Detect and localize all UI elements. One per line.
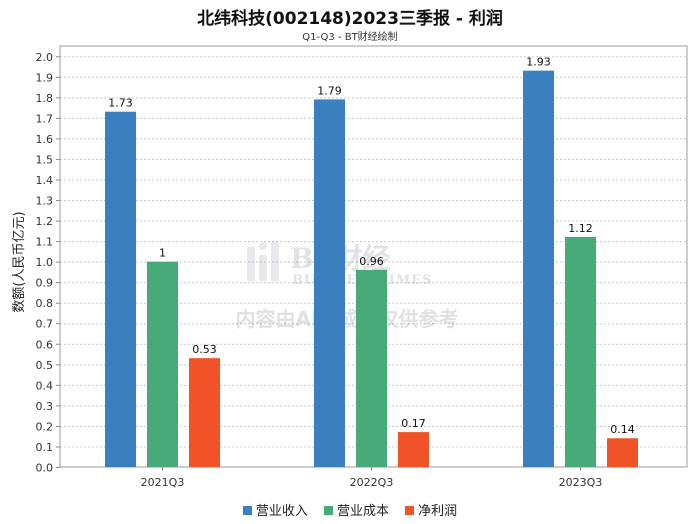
y-tick-label: 0.5 [36,359,54,372]
x-tick-label: 2022Q3 [350,476,394,489]
watermark-notice: 内容由AI生成，仅供参考 [236,307,459,331]
bar[interactable] [523,70,554,467]
legend-swatch-net-profit [405,506,415,515]
data-label: 1.79 [317,84,342,97]
axes: 0.0 0.1 0.2 0.3 0.4 0.5 0.6 0.7 0.8 0.9 1.0 1.1 1.2 1… [36,51,603,489]
legend-swatch-revenue [242,506,252,515]
bar[interactable] [398,432,429,467]
data-label: 1.12 [568,222,593,235]
y-tick-label: 1.4 [36,174,54,187]
y-tick-label: 1.2 [36,215,54,228]
y-tick-label: 0.6 [36,338,54,351]
data-label: 0.53 [192,343,217,356]
data-label: 0.17 [401,417,426,430]
bar[interactable] [189,358,220,467]
x-tick-label: 2021Q3 [141,476,185,489]
bar[interactable] [607,438,638,467]
x-tick-label: 2023Q3 [559,476,603,489]
y-tick-label: 1.8 [36,92,54,105]
y-tick-label: 1.0 [36,256,54,269]
legend-label-revenue: 营业收入 [255,504,308,519]
bt-logo-icon [247,241,279,281]
y-tick-label: 0.2 [36,420,54,433]
chart-subtitle: Q1-Q3 - BT财经绘制 [302,32,398,43]
legend-item-net-profit[interactable]: 净利润 [405,500,457,519]
y-tick-label: 1.3 [36,195,54,208]
y-axis-title: 数额(人民币亿元) [12,211,27,312]
data-label: 1.93 [526,56,551,69]
legend-label-net-profit: 净利润 [418,504,458,519]
y-tick-label: 0.1 [36,441,54,454]
data-label: 0.96 [359,255,384,268]
y-tick-label: 0.8 [36,297,54,310]
legend-label-cost: 营业成本 [336,504,389,519]
legend-item-revenue[interactable]: 营业收入 [242,500,308,519]
y-tick-label: 0.9 [36,277,54,290]
y-tick-label: 0.7 [36,318,54,331]
data-label: 1 [159,247,166,260]
y-tick-label: 0.3 [36,400,54,413]
legend-item-cost[interactable]: 营业成本 [323,500,389,519]
y-tick-label: 1.9 [36,71,54,84]
chart-title: 北纬科技(002148)2023三季报 - 利润 [197,9,503,29]
bars [105,70,638,468]
y-tick-label: 1.5 [36,153,54,166]
legend-swatch-cost [323,506,333,515]
bar[interactable] [565,236,596,467]
legend: 营业收入 营业成本 净利润 [0,500,700,519]
y-tick-label: 0.0 [36,462,54,475]
bar[interactable] [356,269,387,467]
y-tick-label: 1.1 [36,236,54,249]
data-label: 1.73 [108,97,133,110]
y-tick-label: 1.7 [36,112,54,125]
data-labels: 1.73 1 0.53 1.79 0.96 0.17 1.93 1.12 0.14 [108,56,635,437]
y-tick-label: 1.6 [36,133,54,146]
y-tick-label: 0.4 [36,379,54,392]
data-label: 0.14 [610,423,635,436]
y-tick-label: 2.0 [36,51,54,64]
bar[interactable] [314,99,345,468]
bar[interactable] [147,261,178,467]
bar[interactable] [105,111,136,467]
